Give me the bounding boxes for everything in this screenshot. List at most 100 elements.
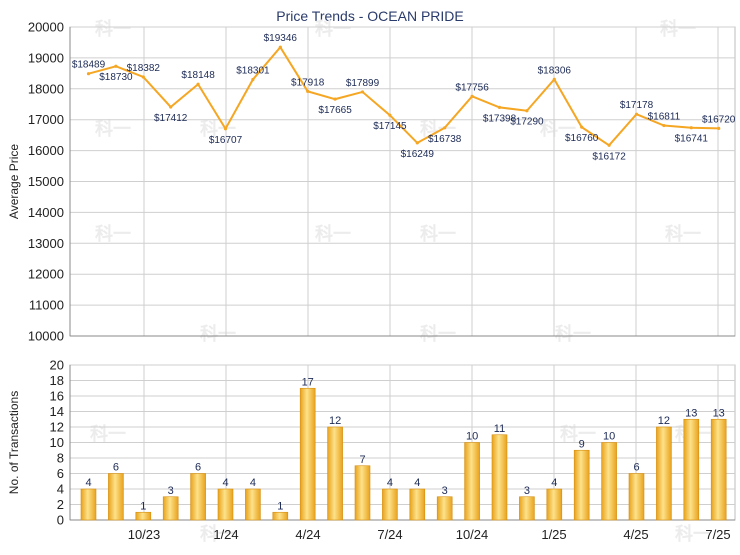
transactions-data-label: 10 [466,431,478,443]
price-data-label: $17178 [620,100,654,111]
watermark-text: 科一 [200,323,236,345]
watermark-layer: 科一科一科一科一科一科一科一科一科一科一科一科一科一科一科一科一科一科一科一 [90,18,711,545]
price-data-label: $17899 [346,78,380,89]
price-data-label: $16741 [675,134,709,145]
watermark-text: 科一 [95,118,131,140]
price-point [634,112,639,116]
price-y-tick-label: 13000 [28,236,64,251]
transactions-bar [573,449,590,521]
transactions-data-label: 4 [85,477,91,489]
price-y-tick-label: 10000 [28,329,64,344]
transactions-data-label: 10 [603,431,615,443]
price-series-line [88,45,719,147]
transactions-bar [436,496,453,521]
price-data-label: $18301 [236,65,270,76]
price-point [141,75,145,79]
x-tick-label: 4/25 [623,527,648,542]
price-y-tick-label: 16000 [28,143,64,158]
transactions-bar [546,488,563,521]
price-data-label: $16738 [428,134,462,145]
price-point [333,97,337,101]
x-tick-label: 10/23 [128,527,161,542]
price-point [360,90,365,94]
transactions-bar [601,442,617,521]
watermark-text: 科一 [95,18,131,40]
transactions-data-label: 1 [277,500,283,512]
transactions-data-label: 4 [551,477,557,489]
watermark-text: 科一 [315,223,351,245]
price-y-tick-label: 18000 [28,81,64,96]
transactions-data-label: 6 [633,462,639,474]
transactions-y-tick-label: 20 [50,358,64,373]
price-y-tick-label: 17000 [28,112,64,127]
transactions-y-tick-label: 10 [50,435,64,450]
price-point [525,109,529,113]
transactions-y-tick-label: 16 [50,389,64,404]
price-point [223,127,228,131]
transactions-y-axis-label: No. of Transactions [7,391,21,494]
transactions-y-tick-label: 12 [50,420,64,435]
x-tick-label: 1/25 [541,527,566,542]
watermark-text: 科一 [540,118,576,140]
price-point [388,113,392,117]
transactions-bar [519,496,535,521]
watermark-text: 科一 [315,18,351,40]
price-point [607,143,611,147]
transactions-bar [327,426,343,521]
x-tick-label: 10/24 [456,527,489,542]
transactions-bar [190,473,206,521]
transactions-bar [628,473,645,521]
watermark-text: 科一 [90,423,126,445]
watermark-text: 科一 [420,223,456,245]
price-data-label: $17918 [291,77,325,88]
transactions-data-label: 1 [140,500,146,512]
transactions-bar [710,418,727,521]
watermark-text: 科一 [560,423,596,445]
price-data-label: $16172 [592,151,626,162]
transactions-data-label: 4 [414,477,420,489]
price-point [497,105,502,110]
transactions-bar [245,488,261,521]
transactions-y-tick-label: 2 [57,497,64,512]
transactions-y-tick-label: 6 [57,466,64,481]
transactions-data-label: 4 [222,477,228,489]
price-y-tick-label: 15000 [28,174,64,189]
price-data-label: $18306 [538,65,572,76]
price-y-tick-label: 11000 [29,298,64,313]
price-data-label: $16249 [401,149,435,160]
price-data-label: $19346 [264,33,298,44]
transactions-data-label: 13 [713,407,725,419]
price-data-label: $17290 [510,117,544,128]
price-point [251,77,255,82]
x-tick-label: 4/24 [295,527,320,542]
transactions-bar [491,434,508,521]
price-y-tick-label: 20000 [28,20,64,35]
watermark-text: 科一 [200,523,236,545]
price-data-label: $18382 [127,63,161,74]
watermark-text: 科一 [555,323,591,345]
transactions-bar [162,496,179,521]
price-point [470,94,474,98]
price-data-label: $18148 [181,70,215,81]
price-point [415,141,419,145]
watermark-text: 科一 [95,223,131,245]
transactions-data-label: 4 [387,477,393,489]
transactions-data-label: 12 [658,415,670,427]
price-data-label: $16707 [209,135,243,146]
price-point [196,82,200,86]
price-point [717,126,721,130]
price-point [689,126,693,130]
price-data-label: $16760 [565,133,599,144]
transactions-data-label: 6 [113,462,119,474]
transactions-data-label: 9 [579,438,585,450]
watermark-text: 科一 [660,18,696,40]
watermark-text: 科一 [420,323,456,345]
price-data-label: $17756 [455,82,489,93]
price-panel: 20000 19000 18000 17000 16000 15000 14000 13000… [28,20,736,344]
price-point [278,45,282,49]
x-tick-label: 7/24 [377,527,402,542]
transactions-bar [409,488,426,521]
transactions-y-tick-label: 18 [50,373,64,388]
